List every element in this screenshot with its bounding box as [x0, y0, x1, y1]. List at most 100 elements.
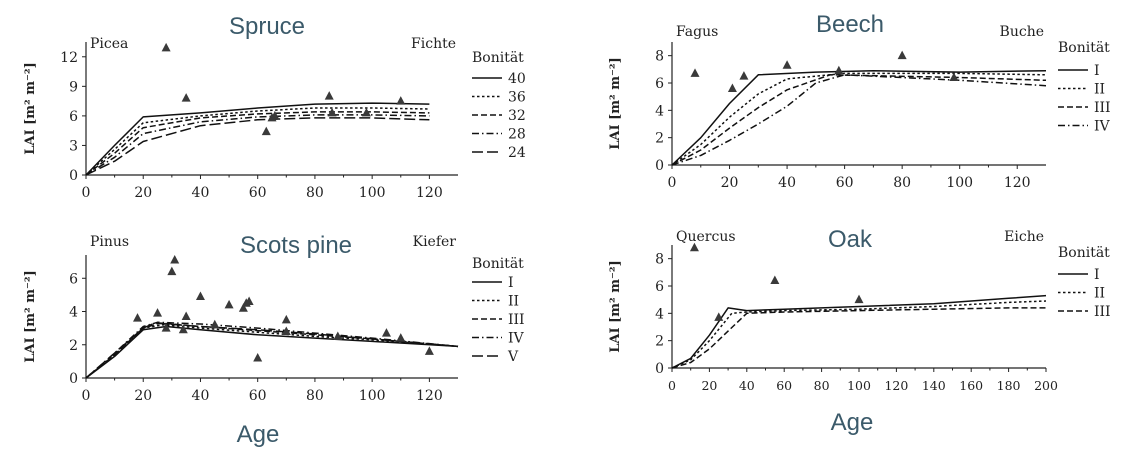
- observation-point: [244, 296, 254, 306]
- x-tick-label: 180: [997, 378, 1021, 393]
- legend-entry: II: [508, 294, 519, 310]
- y-tick-label: 2: [69, 338, 78, 354]
- y-tick-label: 9: [69, 79, 78, 95]
- german-name-label: Fichte: [411, 36, 456, 52]
- legend-entry: 40: [508, 71, 526, 87]
- legend-title: Bonität: [472, 256, 524, 272]
- observation-point: [424, 346, 434, 355]
- x-tick-label: 100: [946, 175, 973, 191]
- observation-point: [782, 60, 792, 69]
- observation-point: [361, 107, 371, 117]
- y-tick-label: 0: [655, 158, 664, 174]
- y-tick-label: 6: [69, 271, 78, 287]
- observation-point: [324, 91, 334, 100]
- observation-point: [133, 313, 143, 322]
- observation-point: [690, 68, 700, 77]
- x-tick-label: 80: [814, 378, 830, 393]
- panel-title: Scots pine: [240, 232, 352, 259]
- y-tick-label: 4: [69, 305, 78, 321]
- observation-point: [178, 324, 188, 334]
- observation-point: [261, 126, 271, 136]
- y-axis-label: LAI [m² m⁻²]: [23, 62, 38, 154]
- observation-point: [739, 71, 749, 80]
- legend-title: Bonität: [472, 50, 524, 66]
- x-tick-label: 160: [959, 378, 983, 393]
- x-tick-label: 60: [249, 185, 267, 201]
- observation-point: [396, 333, 406, 342]
- series-line-28: [85, 114, 430, 176]
- x-tick-label: 40: [192, 185, 210, 201]
- legend-entry: V: [507, 349, 519, 365]
- y-tick-label: 0: [69, 371, 78, 387]
- observation-point: [167, 266, 177, 276]
- observation-point: [327, 107, 337, 117]
- observation-point: [210, 319, 220, 329]
- x-tick-label: 140: [922, 378, 946, 393]
- series-line-II: [671, 72, 1047, 166]
- y-tick-label: 3: [69, 138, 78, 154]
- latin-name-label: Pinus: [90, 234, 129, 250]
- observation-point: [949, 72, 959, 82]
- legend-entry: I: [508, 275, 514, 291]
- observation-point: [253, 353, 263, 362]
- series-line-III: [85, 322, 459, 379]
- y-axis-label: LAI [m² m⁻²]: [23, 270, 38, 362]
- panel-scots-pine: 0 20 40 60 80 100 120 0 2 4 6 LAI [m² m⁻²] Scots pin…: [23, 232, 525, 404]
- observation-point: [281, 326, 291, 335]
- x-tick-label: 60: [776, 378, 792, 393]
- x-tick-label: 100: [359, 185, 386, 201]
- x-tick-label: 20: [134, 185, 152, 201]
- x-tick-label: 60: [249, 388, 267, 404]
- observation-point: [224, 299, 234, 309]
- x-tick-label: 120: [416, 388, 443, 404]
- observation-point: [897, 50, 907, 60]
- x-tick-label: 200: [1034, 378, 1058, 393]
- legend-entry: III: [1094, 100, 1111, 116]
- legend-entry: I: [1094, 63, 1100, 79]
- latin-name-label: Picea: [90, 36, 128, 52]
- series-line-I: [85, 325, 459, 379]
- series-line-II: [85, 324, 459, 379]
- series-line-V: [85, 322, 459, 379]
- latin-name-label: Fagus: [676, 24, 718, 40]
- legend-entry: 24: [508, 145, 526, 161]
- y-axis-label: LAI [m² m⁻²]: [608, 260, 623, 352]
- observation-point: [727, 83, 737, 92]
- x-tick-label: 100: [359, 388, 386, 404]
- x-tick-label: 0: [82, 185, 91, 201]
- series-line-32: [85, 111, 430, 176]
- x-tick-label: 20: [134, 388, 152, 404]
- observation-point: [195, 291, 205, 301]
- x-tick-label: 40: [739, 378, 755, 393]
- observation-point: [689, 242, 699, 252]
- y-tick-label: 4: [655, 306, 664, 322]
- legend-entry: IV: [508, 331, 525, 347]
- series-line-II: [671, 300, 1047, 369]
- series-line-40: [85, 102, 430, 176]
- observation-point: [714, 312, 724, 321]
- latin-name-label: Quercus: [676, 229, 736, 245]
- y-tick-label: 8: [655, 49, 664, 65]
- y-tick-label: 8: [655, 252, 664, 268]
- y-tick-label: 2: [655, 131, 664, 147]
- x-tick-label: 0: [668, 175, 677, 191]
- y-axis-label: LAI [m² m⁻²]: [608, 57, 623, 149]
- x-tick-label: 120: [884, 378, 908, 393]
- y-tick-label: 4: [655, 103, 664, 119]
- x-tick-label: 80: [893, 175, 911, 191]
- observation-point: [153, 308, 163, 317]
- panel-oak: 0 20 40 60 80 100 120 140 160 180 200 0 2 4 6 8 LAI [m² …: [608, 226, 1111, 393]
- x-tick-label: 120: [416, 185, 443, 201]
- x-tick-label: 80: [306, 185, 324, 201]
- panel-beech: 0 20 40 60 80 100 120 0 2 4 6 8 LAI [m² m⁻²] Beech Fag…: [608, 11, 1111, 191]
- legend-entry: III: [508, 312, 525, 328]
- series-line-24: [85, 117, 430, 176]
- legend-entry: 28: [508, 127, 526, 143]
- y-tick-label: 6: [655, 76, 664, 92]
- x-tick-label: 20: [701, 378, 717, 393]
- x-tick-label: 0: [668, 378, 676, 393]
- legend-entry: III: [1094, 304, 1111, 320]
- observation-point: [854, 294, 864, 304]
- x-tick-label: 40: [192, 388, 210, 404]
